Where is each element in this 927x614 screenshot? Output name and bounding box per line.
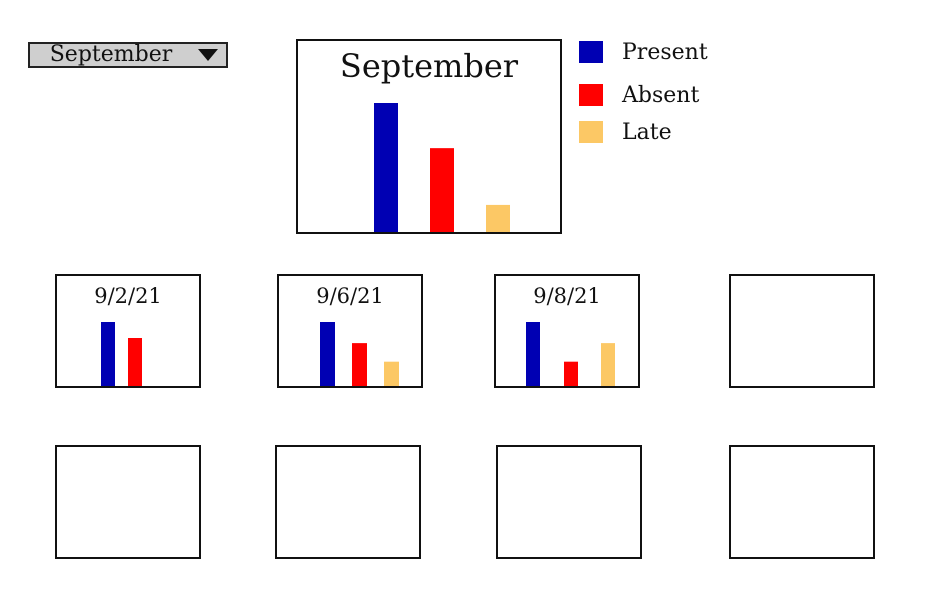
late-bar (384, 361, 399, 386)
day-chart-svg (526, 322, 615, 386)
empty-day-card[interactable] (496, 445, 642, 559)
absent-bar (430, 148, 454, 232)
absent-bar (564, 361, 578, 386)
legend: Present Absent Late (579, 38, 759, 158)
legend-item-present: Present (579, 39, 708, 65)
empty-day-card[interactable] (729, 274, 875, 388)
legend-item-late: Late (579, 119, 672, 145)
late-bar (601, 343, 615, 386)
day-chart-date: 9/2/21 (94, 284, 162, 308)
day-chart-svg (101, 322, 142, 386)
legend-label: Late (622, 119, 672, 145)
day-chart-card[interactable]: 9/8/21 (494, 274, 640, 388)
legend-swatch-present (579, 41, 603, 63)
day-chart-card[interactable]: 9/2/21 (55, 274, 201, 388)
empty-day-card[interactable] (275, 445, 421, 559)
legend-swatch-absent (579, 84, 603, 106)
present-bar (101, 322, 115, 386)
day-chart-card[interactable]: 9/6/21 (277, 274, 423, 388)
day-chart-date: 9/6/21 (316, 284, 384, 308)
empty-day-card[interactable] (55, 445, 201, 559)
legend-swatch-late (579, 121, 603, 143)
month-select[interactable]: September (28, 42, 228, 68)
present-bar (374, 103, 398, 232)
day-chart-svg (320, 322, 399, 386)
legend-label: Absent (622, 82, 700, 108)
chart-title: September (339, 47, 519, 85)
absent-bar (352, 343, 367, 386)
legend-item-absent: Absent (579, 82, 700, 108)
present-bar (320, 322, 335, 386)
present-bar (526, 322, 540, 386)
late-bar (486, 204, 510, 232)
legend-label: Present (622, 39, 708, 65)
empty-day-card[interactable] (729, 445, 875, 559)
day-chart-date: 9/8/21 (533, 284, 601, 308)
month-select-value: September (49, 42, 173, 67)
month-summary-chart: September (296, 39, 562, 234)
chevron-down-icon[interactable] (198, 49, 218, 61)
absent-bar (128, 338, 142, 386)
month-summary-chart-svg (374, 103, 510, 232)
